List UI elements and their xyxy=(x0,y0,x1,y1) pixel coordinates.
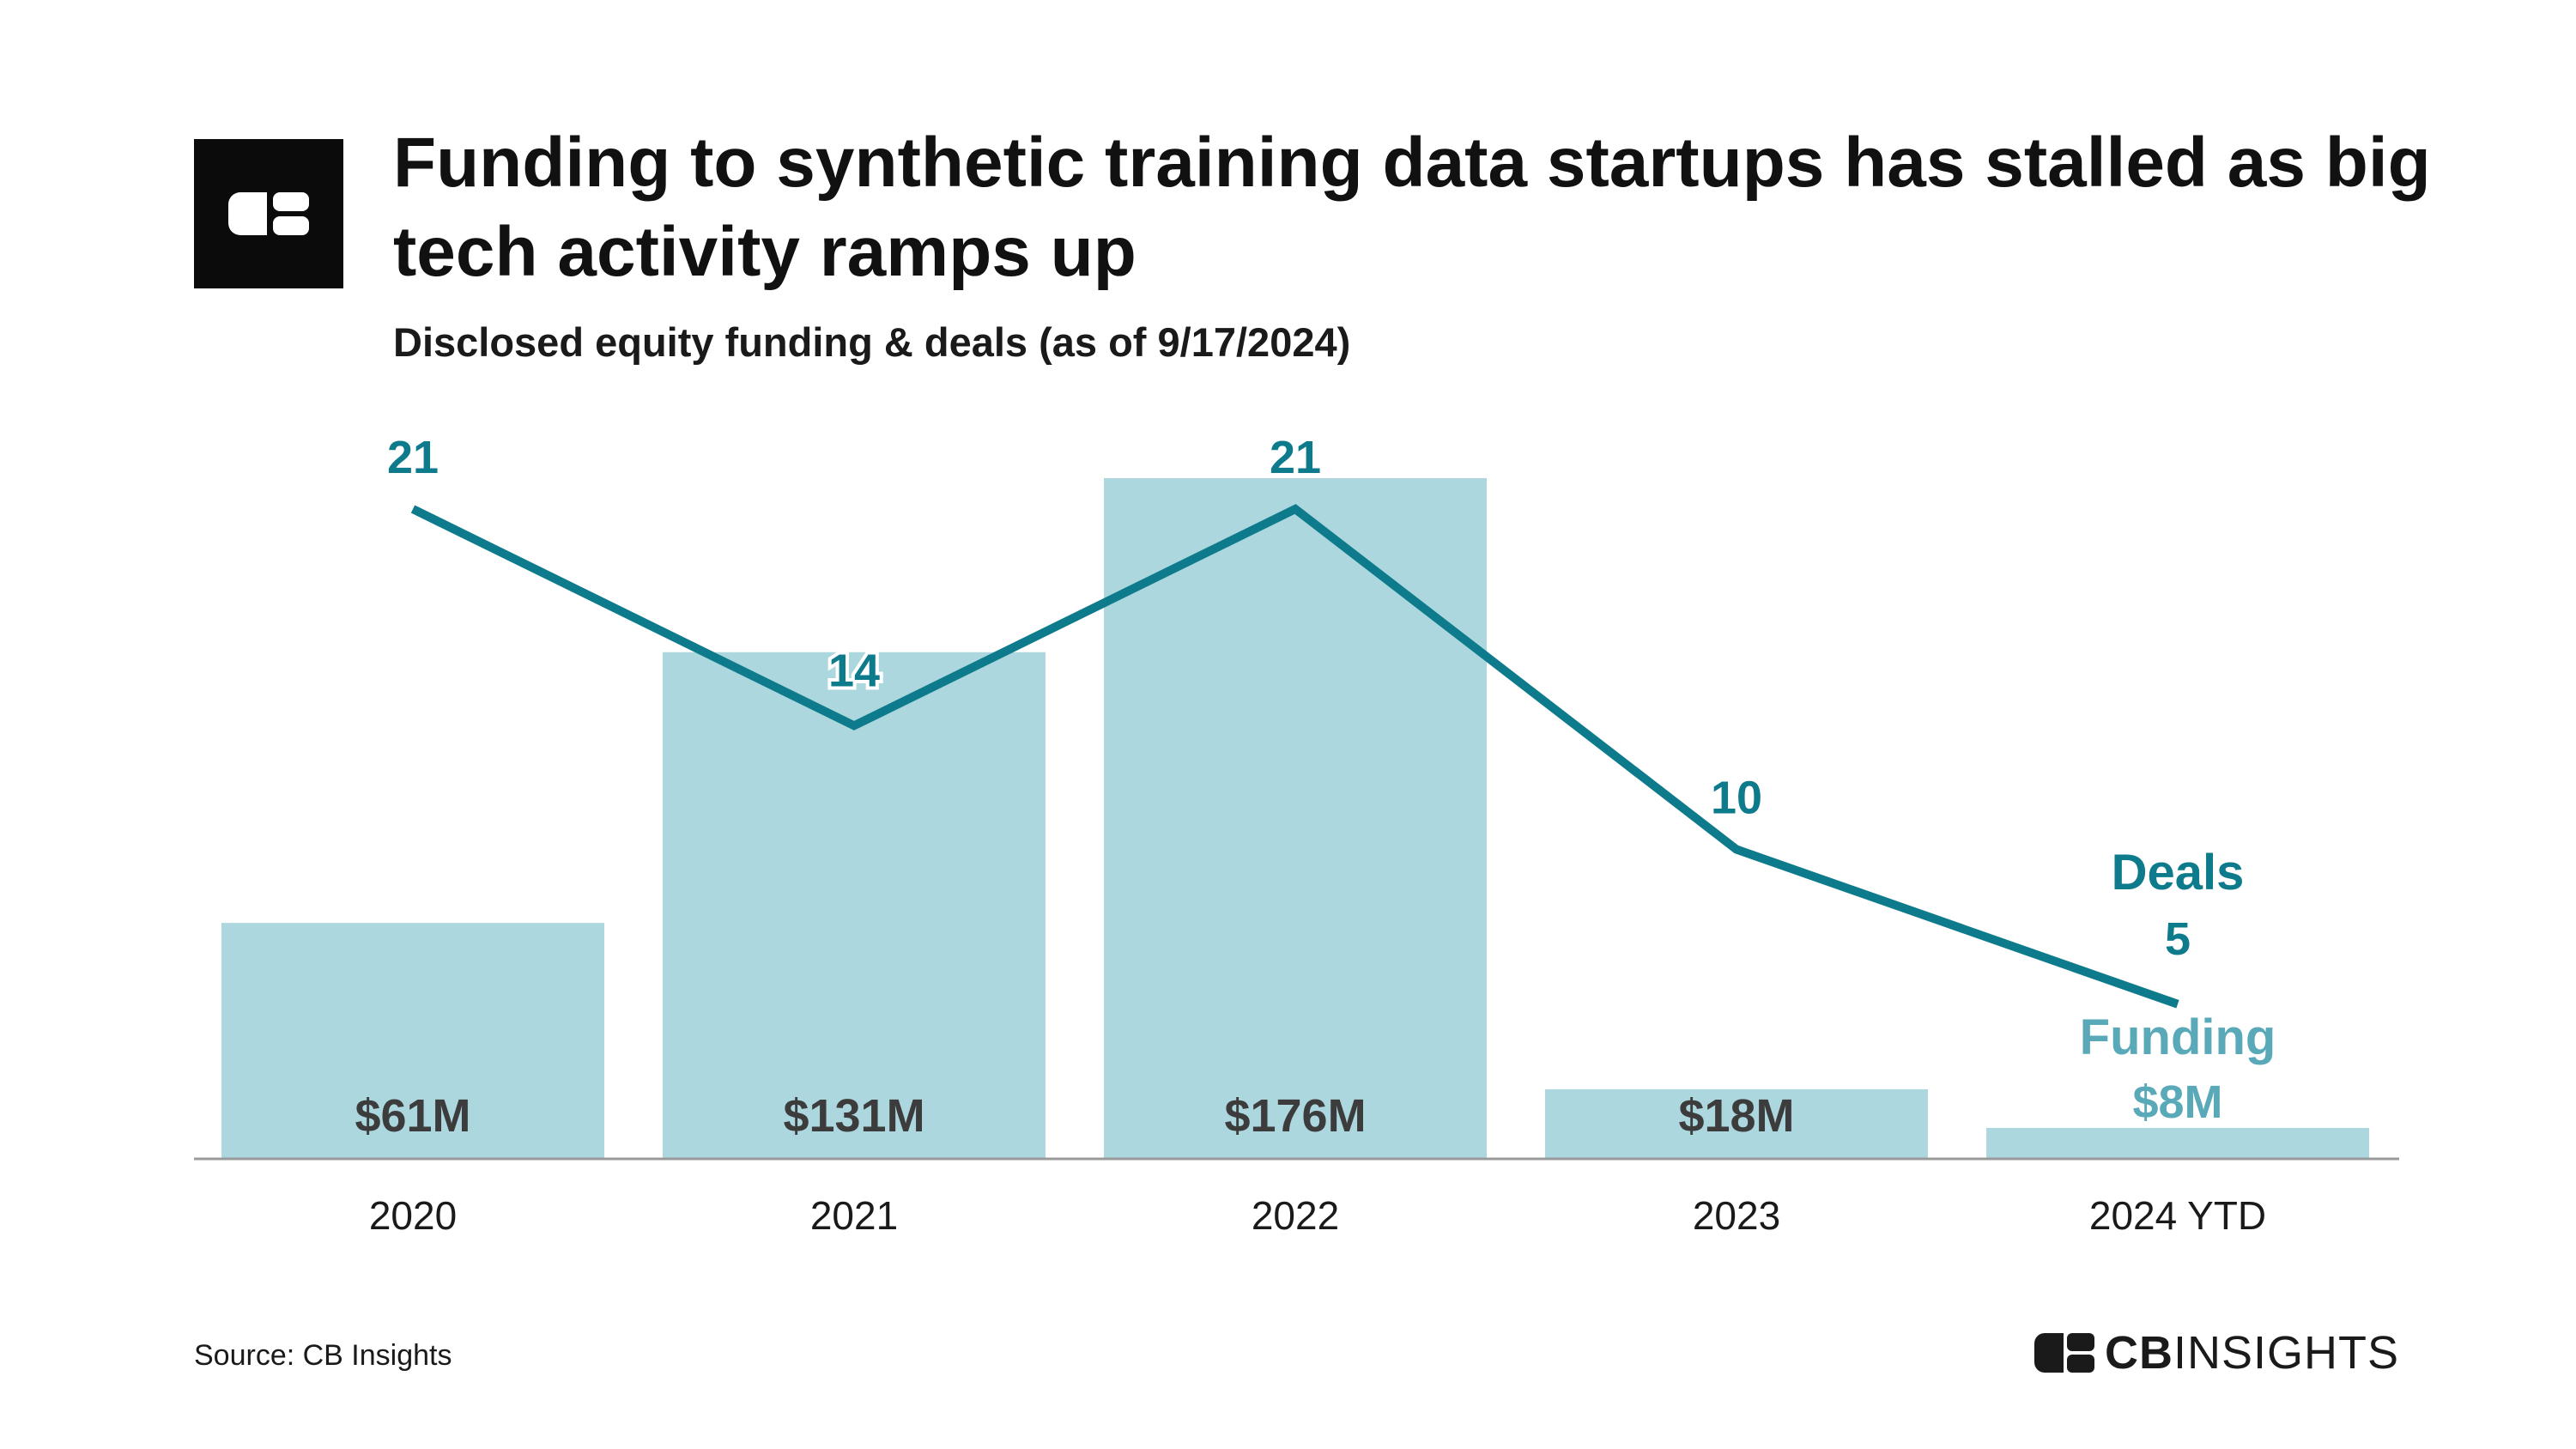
deal-value-label: 21 xyxy=(387,432,439,483)
funding-series-label: Funding xyxy=(2080,1009,2276,1065)
deal-value-label: 5 xyxy=(2165,913,2191,965)
bar-2022 xyxy=(1104,478,1487,1159)
page-title: Funding to synthetic training data start… xyxy=(393,124,2431,291)
brand-text: CBINSIGHTS xyxy=(2105,1327,2399,1379)
brand-text-bold: CB xyxy=(2104,1327,2173,1379)
bar-value-label: $131M xyxy=(783,1090,924,1142)
brand-logo: CBINSIGHTS xyxy=(2034,1327,2399,1379)
bar-value-label: $18M xyxy=(1678,1090,1794,1142)
deal-value-label: 14 xyxy=(828,645,880,696)
deals-line xyxy=(410,504,2179,1009)
x-tick-label: 2022 xyxy=(1252,1193,1339,1238)
chart-subtitle: Disclosed equity funding & deals (as of … xyxy=(393,319,1351,365)
brand-text-light: INSIGHTS xyxy=(2173,1327,2399,1379)
bar-2024-ytd xyxy=(1986,1127,2369,1159)
deal-value-label: 21 xyxy=(1270,432,1321,483)
bar-2021 xyxy=(663,652,1046,1159)
deals-series-label: Deals xyxy=(2112,845,2245,900)
x-tick-label: 2024 YTD xyxy=(2089,1193,2266,1238)
bar-value-label: $61M xyxy=(355,1090,470,1142)
cb-insights-logo-icon xyxy=(228,192,309,235)
cb-mark-icon xyxy=(2034,1333,2094,1373)
source-note: Source: CB Insights xyxy=(194,1339,452,1372)
x-tick-label: 2020 xyxy=(369,1193,457,1238)
x-tick-label: 2021 xyxy=(810,1193,898,1238)
bar-value-label: $176M xyxy=(1224,1090,1366,1142)
bar-2023 xyxy=(1545,1088,1928,1159)
logo xyxy=(194,139,343,288)
deal-value-label: 10 xyxy=(1711,773,1762,824)
bar-2020 xyxy=(221,923,604,1159)
bar-value-label: $8M xyxy=(2132,1076,2222,1128)
x-tick-label: 2023 xyxy=(1693,1193,1780,1238)
